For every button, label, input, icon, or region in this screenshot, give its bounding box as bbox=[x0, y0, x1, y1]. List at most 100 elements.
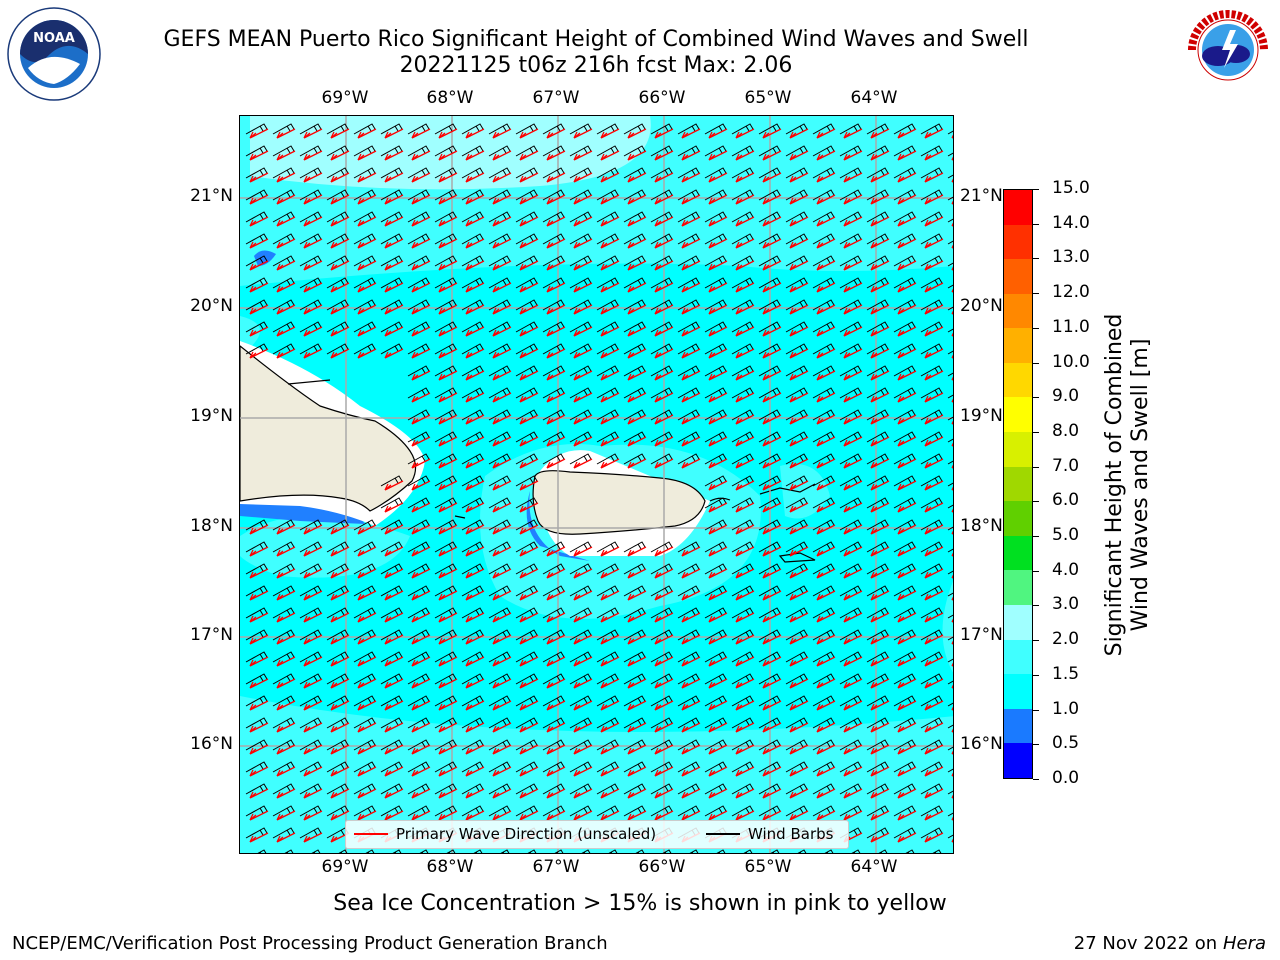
wave-direction-arrow bbox=[708, 634, 728, 645]
wind-barb bbox=[272, 189, 295, 201]
wave-direction-arrow bbox=[546, 172, 566, 183]
wave-direction-arrow bbox=[843, 546, 863, 557]
wind-barb bbox=[623, 365, 646, 377]
wave-direction-arrow bbox=[546, 326, 566, 337]
wave-direction-arrow bbox=[870, 238, 890, 249]
wind-barb bbox=[650, 431, 673, 443]
colorbar-tick-label: 14.0 bbox=[1052, 212, 1090, 233]
wind-barb bbox=[758, 761, 781, 773]
wave-direction-arrow bbox=[600, 414, 620, 425]
wave-direction-arrow bbox=[870, 678, 890, 689]
wave-direction-arrow bbox=[519, 656, 539, 667]
wind-barb bbox=[326, 805, 349, 817]
wind-barb bbox=[866, 475, 889, 487]
wave-direction-arrow bbox=[951, 640, 953, 645]
wave-direction-arrow bbox=[627, 392, 647, 403]
wind-barb bbox=[326, 189, 349, 201]
chart-title-line1: GEFS MEAN Puerto Rico Significant Height… bbox=[163, 27, 1029, 52]
wind-barb bbox=[542, 585, 565, 597]
wave-direction-arrow bbox=[384, 282, 404, 293]
wave-direction-arrow bbox=[546, 722, 566, 733]
wind-barb bbox=[893, 365, 916, 377]
wave-direction-arrow bbox=[492, 414, 512, 425]
wave-direction-arrow bbox=[546, 612, 566, 623]
wind-barb bbox=[596, 365, 619, 377]
wave-direction-arrow bbox=[789, 612, 809, 623]
wave-direction-arrow bbox=[924, 150, 944, 161]
wave-direction-arrow bbox=[492, 458, 512, 469]
wind-barb bbox=[542, 145, 565, 157]
footer-credit: NCEP/EMC/Verification Post Processing Pr… bbox=[12, 933, 608, 954]
wave-direction-arrow bbox=[924, 546, 944, 557]
wave-direction-arrow bbox=[519, 304, 539, 315]
wind-barb bbox=[893, 233, 916, 245]
wave-direction-arrow bbox=[843, 678, 863, 689]
wave-direction-arrow bbox=[681, 634, 701, 645]
wind-barb bbox=[677, 673, 700, 685]
wind-barb bbox=[488, 123, 511, 135]
wave-direction-arrow bbox=[573, 568, 593, 579]
wave-direction-arrow bbox=[438, 282, 458, 293]
wave-direction-arrow bbox=[816, 414, 836, 425]
wind-barb bbox=[920, 827, 943, 839]
wave-direction-arrow bbox=[303, 612, 323, 623]
wind-barb bbox=[488, 783, 511, 795]
wave-direction-arrow bbox=[438, 678, 458, 689]
wind-barb bbox=[650, 585, 673, 597]
wave-direction-arrow bbox=[546, 744, 566, 755]
wind-barb bbox=[542, 739, 565, 751]
wave-direction-arrow bbox=[951, 618, 953, 623]
wind-barb bbox=[758, 145, 781, 157]
wind-barb bbox=[434, 629, 457, 641]
wind-barb bbox=[866, 189, 889, 201]
wave-direction-arrow bbox=[870, 150, 890, 161]
wave-direction-arrow bbox=[384, 546, 404, 557]
wave-direction-arrow bbox=[762, 414, 782, 425]
wind-barb bbox=[515, 585, 538, 597]
colorbar-tick-mark bbox=[1033, 536, 1039, 538]
wave-direction-arrow bbox=[573, 150, 593, 161]
wave-direction-arrow bbox=[438, 634, 458, 645]
wave-direction-arrow bbox=[762, 370, 782, 381]
wind-barb bbox=[488, 453, 511, 465]
wave-direction-arrow bbox=[762, 282, 782, 293]
wave-direction-arrow bbox=[357, 128, 377, 139]
wave-direction-arrow bbox=[492, 700, 512, 711]
wave-direction-arrow bbox=[276, 832, 296, 843]
wind-barb bbox=[731, 189, 754, 201]
wind-barb bbox=[326, 585, 349, 597]
wave-direction-arrow bbox=[924, 810, 944, 821]
wind-barb bbox=[596, 805, 619, 817]
wave-direction-arrow bbox=[546, 128, 566, 139]
wind-barb bbox=[434, 497, 457, 509]
wave-direction-arrow bbox=[357, 744, 377, 755]
wave-direction-arrow bbox=[681, 414, 701, 425]
wind-barb bbox=[596, 343, 619, 355]
wind-barb bbox=[299, 651, 322, 663]
wave-direction-arrow bbox=[681, 458, 701, 469]
wind-barb bbox=[785, 475, 808, 487]
wave-direction-arrow bbox=[519, 172, 539, 183]
wave-direction-arrow bbox=[411, 150, 431, 161]
wind-barb bbox=[542, 277, 565, 289]
wave-direction-arrow bbox=[573, 810, 593, 821]
wind-barb bbox=[257, 849, 267, 853]
wind-barb bbox=[704, 585, 727, 597]
wave-direction-arrow bbox=[330, 194, 350, 205]
wave-direction-arrow bbox=[654, 458, 674, 469]
wind-barb bbox=[407, 607, 430, 619]
wind-barb bbox=[839, 805, 862, 817]
wind-barb bbox=[434, 695, 457, 707]
wind-barb bbox=[461, 321, 484, 333]
wave-direction-arrow bbox=[789, 128, 809, 139]
wind-barb bbox=[812, 233, 835, 245]
wind-barb bbox=[623, 651, 646, 663]
wind-barb bbox=[542, 805, 565, 817]
wave-direction-arrow bbox=[546, 414, 566, 425]
wind-barb bbox=[677, 629, 700, 641]
wave-direction-arrow bbox=[357, 216, 377, 227]
wave-direction-arrow bbox=[627, 128, 647, 139]
wave-direction-arrow bbox=[681, 700, 701, 711]
wind-barb bbox=[623, 717, 646, 729]
wave-direction-arrow bbox=[762, 304, 782, 315]
